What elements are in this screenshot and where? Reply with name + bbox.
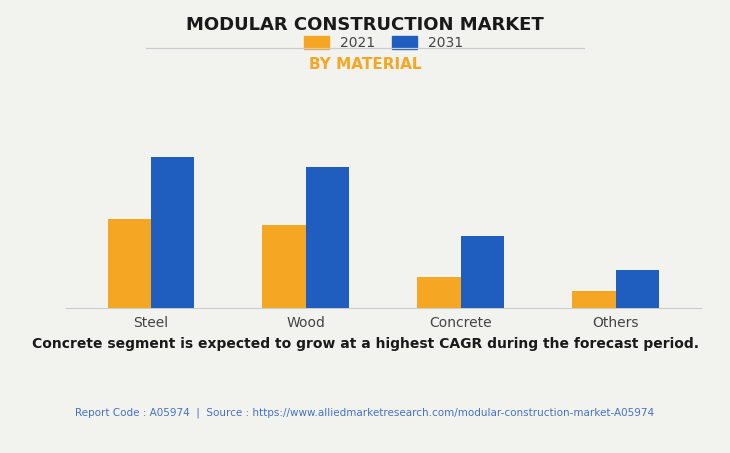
Text: MODULAR CONSTRUCTION MARKET: MODULAR CONSTRUCTION MARKET <box>186 16 544 34</box>
Bar <box>262 226 306 308</box>
Bar <box>461 236 504 308</box>
Bar <box>572 291 615 308</box>
Bar <box>615 270 659 308</box>
Bar <box>151 157 194 308</box>
Bar <box>418 277 461 308</box>
Bar <box>107 218 151 308</box>
Text: BY MATERIAL: BY MATERIAL <box>309 57 421 72</box>
Text: Concrete segment is expected to grow at a highest CAGR during the forecast perio: Concrete segment is expected to grow at … <box>31 337 699 352</box>
Text: Report Code : A05974  |  Source : https://www.alliedmarketresearch.com/modular-c: Report Code : A05974 | Source : https://… <box>75 408 655 418</box>
Bar <box>306 167 349 308</box>
Legend: 2021, 2031: 2021, 2031 <box>304 36 463 50</box>
